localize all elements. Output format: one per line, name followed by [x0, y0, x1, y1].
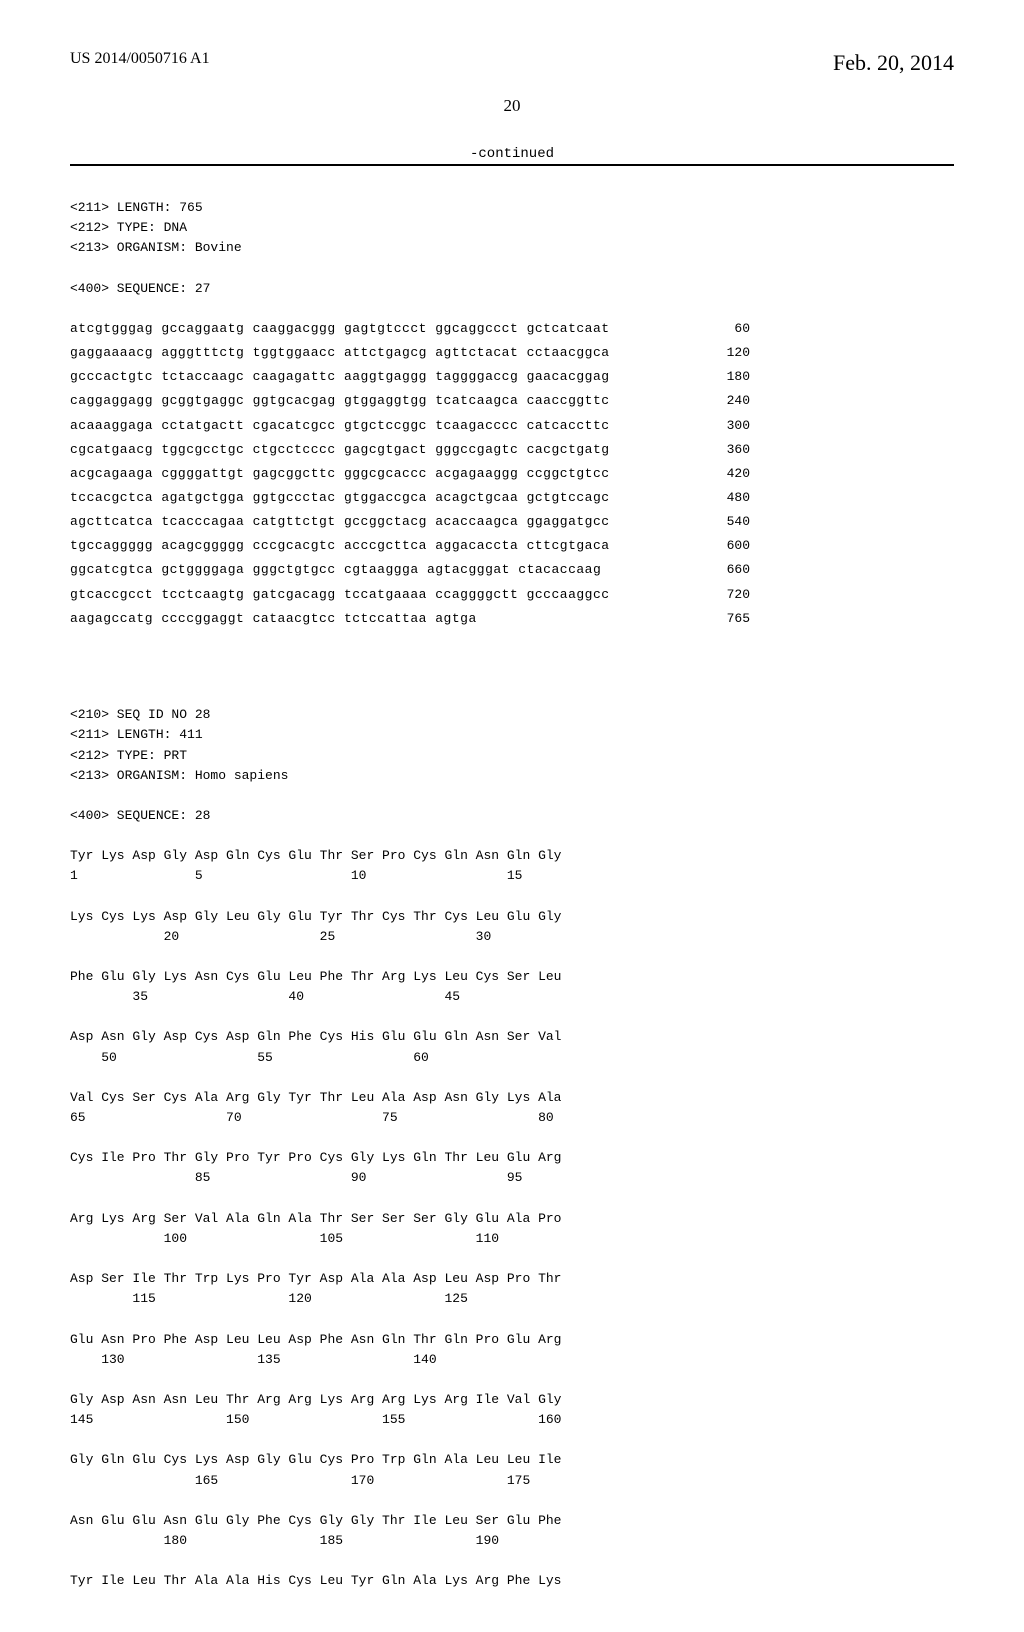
dna-row: acgcagaaga cggggattgt gagcggcttc gggcgca… [70, 464, 750, 484]
publication-id: US 2014/0050716 A1 [70, 50, 210, 68]
dna-row: ggcatcgtca gctggggaga gggctgtgcc cgtaagg… [70, 560, 750, 580]
dna-sequence-text: cgcatgaacg tggcgcctgc ctgcctcccc gagcgtg… [70, 440, 610, 460]
seq27-seq-tag: <400> SEQUENCE: 27 [70, 281, 210, 296]
dna-position: 765 [710, 609, 750, 629]
sequence-block: <211> LENGTH: 765 <212> TYPE: DNA <213> … [70, 178, 954, 1632]
protein-row: 50 55 60 [70, 1048, 954, 1068]
seq28-meta-length: <211> LENGTH: 411 [70, 727, 203, 742]
protein-row: Val Cys Ser Cys Ala Arg Gly Tyr Thr Leu … [70, 1088, 954, 1108]
protein-row: Asp Ser Ile Thr Trp Lys Pro Tyr Asp Ala … [70, 1269, 954, 1289]
protein-row: Asp Asn Gly Asp Cys Asp Gln Phe Cys His … [70, 1027, 954, 1047]
dna-position: 420 [710, 464, 750, 484]
dna-sequence-text: acaaaggaga cctatgactt cgacatcgcc gtgctcc… [70, 416, 610, 436]
dna-lines: atcgtgggag gccaggaatg caaggacggg gagtgtc… [70, 319, 954, 633]
dna-row: tccacgctca agatgctgga ggtgccctac gtggacc… [70, 488, 750, 508]
dna-row: gcccactgtc tctaccaagc caagagattc aaggtga… [70, 367, 750, 387]
protein-row: 20 25 30 [70, 927, 954, 947]
dna-position: 660 [710, 560, 750, 580]
dna-row: gtcaccgcct tcctcaagtg gatcgacagg tccatga… [70, 585, 750, 605]
protein-row: 130 135 140 [70, 1350, 954, 1370]
protein-row: Tyr Lys Asp Gly Asp Gln Cys Glu Thr Ser … [70, 846, 954, 866]
seq27-meta-length: <211> LENGTH: 765 [70, 200, 203, 215]
protein-row [70, 1551, 954, 1571]
publication-date: Feb. 20, 2014 [833, 50, 954, 76]
dna-sequence-text: tccacgctca agatgctgga ggtgccctac gtggacc… [70, 488, 610, 508]
seq27-meta-organism: <213> ORGANISM: Bovine [70, 240, 242, 255]
protein-row: Gly Gln Glu Cys Lys Asp Gly Glu Cys Pro … [70, 1450, 954, 1470]
protein-row: 180 185 190 [70, 1531, 954, 1551]
protein-row: 115 120 125 [70, 1289, 954, 1309]
seq27-meta-type: <212> TYPE: DNA [70, 220, 187, 235]
protein-row: Lys Cys Lys Asp Gly Leu Gly Glu Tyr Thr … [70, 907, 954, 927]
protein-row [70, 1189, 954, 1209]
protein-row: 65 70 75 80 [70, 1108, 954, 1128]
dna-sequence-text: aagagccatg ccccggaggt cataacgtcc tctccat… [70, 609, 477, 629]
dna-position: 540 [710, 512, 750, 532]
protein-row: Phe Glu Gly Lys Asn Cys Glu Leu Phe Thr … [70, 967, 954, 987]
dna-sequence-text: tgccaggggg acagcggggg cccgcacgtc acccgct… [70, 536, 610, 556]
protein-row: Tyr Ile Leu Thr Ala Ala His Cys Leu Tyr … [70, 1571, 954, 1591]
protein-row: Gly Asp Asn Asn Leu Thr Arg Arg Lys Arg … [70, 1390, 954, 1410]
protein-lines: Tyr Lys Asp Gly Asp Gln Cys Glu Thr Ser … [70, 846, 954, 1591]
dna-position: 300 [710, 416, 750, 436]
dna-row: tgccaggggg acagcggggg cccgcacgtc acccgct… [70, 536, 750, 556]
protein-row [70, 947, 954, 967]
dna-sequence-text: atcgtgggag gccaggaatg caaggacggg gagtgtc… [70, 319, 610, 339]
dna-sequence-text: agcttcatca tcacccagaa catgttctgt gccggct… [70, 512, 610, 532]
dna-sequence-text: acgcagaaga cggggattgt gagcggcttc gggcgca… [70, 464, 610, 484]
page-number: 20 [70, 96, 954, 116]
protein-row [70, 1007, 954, 1027]
protein-row: 145 150 155 160 [70, 1410, 954, 1430]
seq28-meta-seqid: <210> SEQ ID NO 28 [70, 707, 210, 722]
protein-row: Arg Lys Arg Ser Val Ala Gln Ala Thr Ser … [70, 1209, 954, 1229]
protein-row [70, 1249, 954, 1269]
dna-sequence-text: gaggaaaacg agggtttctg tggtggaacc attctga… [70, 343, 610, 363]
protein-row: 100 105 110 [70, 1229, 954, 1249]
protein-row: 85 90 95 [70, 1168, 954, 1188]
protein-row: 165 170 175 [70, 1471, 954, 1491]
seq28-meta-type: <212> TYPE: PRT [70, 748, 187, 763]
dna-position: 480 [710, 488, 750, 508]
dna-position: 240 [710, 391, 750, 411]
dna-row: aagagccatg ccccggaggt cataacgtcc tctccat… [70, 609, 750, 629]
seq28-meta-organism: <213> ORGANISM: Homo sapiens [70, 768, 288, 783]
dna-sequence-text: gcccactgtc tctaccaagc caagagattc aaggtga… [70, 367, 610, 387]
protein-row [70, 1370, 954, 1390]
dna-row: cgcatgaacg tggcgcctgc ctgcctcccc gagcgtg… [70, 440, 750, 460]
dna-sequence-text: gtcaccgcct tcctcaagtg gatcgacagg tccatga… [70, 585, 610, 605]
dna-sequence-text: ggcatcgtca gctggggaga gggctgtgcc cgtaagg… [70, 560, 601, 580]
protein-row [70, 1128, 954, 1148]
protein-row: 1 5 10 15 [70, 866, 954, 886]
protein-row [70, 1491, 954, 1511]
protein-row [70, 1068, 954, 1088]
dna-row: atcgtgggag gccaggaatg caaggacggg gagtgtc… [70, 319, 750, 339]
dna-position: 600 [710, 536, 750, 556]
protein-row: 35 40 45 [70, 987, 954, 1007]
protein-row: Glu Asn Pro Phe Asp Leu Leu Asp Phe Asn … [70, 1330, 954, 1350]
dna-row: caggaggagg gcggtgaggc ggtgcacgag gtggagg… [70, 391, 750, 411]
continued-label: -continued [70, 146, 954, 162]
dna-row: acaaaggaga cctatgactt cgacatcgcc gtgctcc… [70, 416, 750, 436]
dna-row: gaggaaaacg agggtttctg tggtggaacc attctga… [70, 343, 750, 363]
dna-position: 360 [710, 440, 750, 460]
seq28-seq-tag: <400> SEQUENCE: 28 [70, 808, 210, 823]
dna-row: agcttcatca tcacccagaa catgttctgt gccggct… [70, 512, 750, 532]
dna-position: 120 [710, 343, 750, 363]
dna-position: 720 [710, 585, 750, 605]
dna-sequence-text: caggaggagg gcggtgaggc ggtgcacgag gtggagg… [70, 391, 610, 411]
dna-position: 180 [710, 367, 750, 387]
protein-row: Cys Ile Pro Thr Gly Pro Tyr Pro Cys Gly … [70, 1148, 954, 1168]
protein-row [70, 1430, 954, 1450]
protein-row [70, 887, 954, 907]
protein-row: Asn Glu Glu Asn Glu Gly Phe Cys Gly Gly … [70, 1511, 954, 1531]
page-header: US 2014/0050716 A1 Feb. 20, 2014 [70, 50, 954, 76]
dna-position: 60 [710, 319, 750, 339]
divider-top [70, 164, 954, 166]
page-container: US 2014/0050716 A1 Feb. 20, 2014 20 -con… [0, 0, 1024, 1320]
